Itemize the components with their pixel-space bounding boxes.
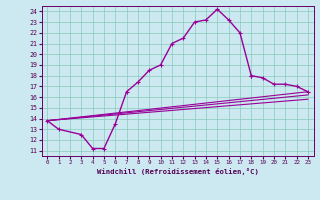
X-axis label: Windchill (Refroidissement éolien,°C): Windchill (Refroidissement éolien,°C) (97, 168, 259, 175)
